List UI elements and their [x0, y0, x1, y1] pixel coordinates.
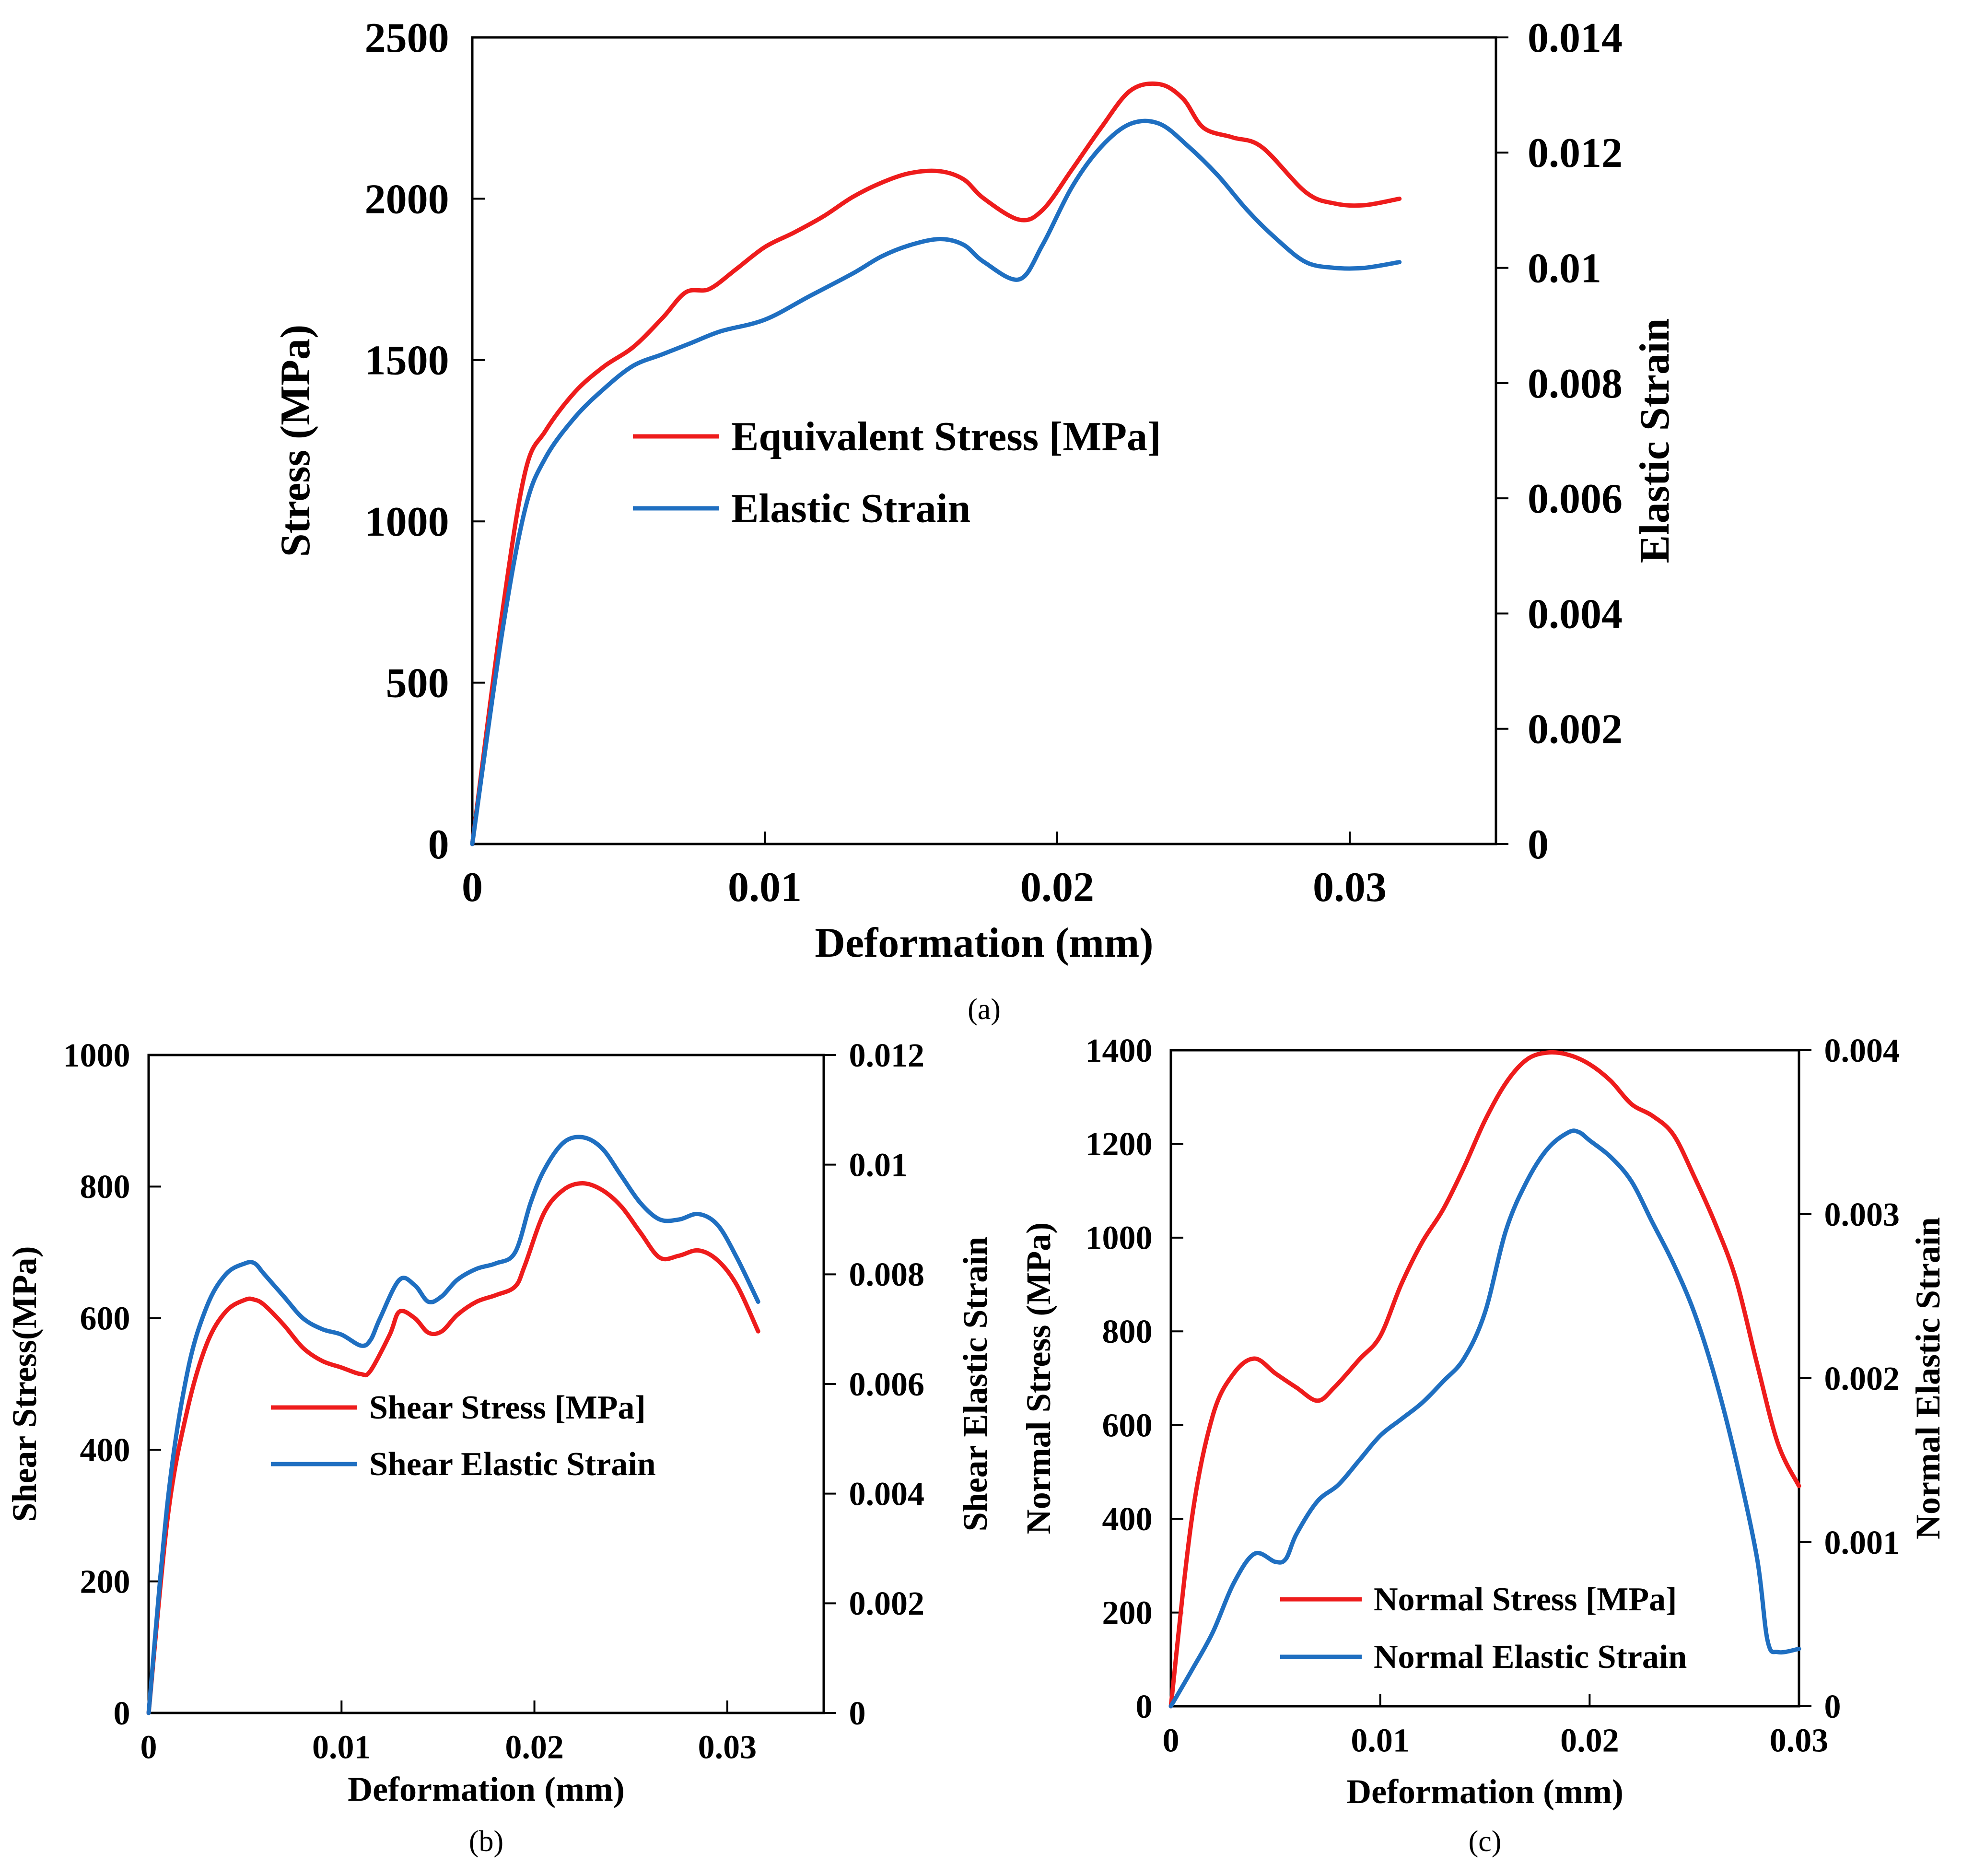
- x-tick-label: 0.01: [1351, 1723, 1410, 1759]
- y-tick-label: 2500: [365, 15, 449, 61]
- chart-panel-b: 0 0.01 0.02 0.03 0 200 400 600 800 1000 0 0.002 0.00…: [5, 1037, 994, 1858]
- y2-tick-label: 0: [1528, 821, 1549, 868]
- x-tick-label: 0.01: [312, 1729, 371, 1766]
- y2-axis-title: Normal Elastic Strain: [1909, 1217, 1947, 1539]
- y-tick-label: 600: [1102, 1407, 1153, 1444]
- y2-tick-label: 0.004: [1528, 591, 1623, 637]
- y-tick-label: 400: [80, 1432, 130, 1469]
- y2-tick-label: 0.008: [1528, 361, 1623, 407]
- legend-label: Normal Elastic Strain: [1374, 1639, 1687, 1676]
- plot-frame: [471, 36, 1497, 845]
- y-tick-label: 800: [80, 1169, 130, 1206]
- y2-tick-label: 0.012: [849, 1037, 925, 1074]
- x-tick-label: 0.03: [698, 1729, 757, 1766]
- legend-label: Normal Stress [MPa]: [1374, 1581, 1677, 1618]
- y2-tick-label: 0.001: [1824, 1524, 1900, 1561]
- x-tick-label: 0.01: [728, 864, 802, 911]
- x-tick-label: 0: [1163, 1723, 1180, 1759]
- y2-tick-label: 0.002: [849, 1585, 925, 1622]
- plot-frame: [147, 1054, 825, 1714]
- legend-label: Shear Stress [MPa]: [369, 1389, 646, 1426]
- y-tick-label: 1000: [365, 499, 449, 545]
- y2-tick-label: 0.006: [849, 1366, 925, 1403]
- series-line-shear-stress-mpa: [146, 1181, 760, 1715]
- x-tick-label: 0.02: [1020, 864, 1094, 911]
- y-tick-label: 400: [1102, 1501, 1153, 1538]
- x-tick-label: 0.02: [1560, 1723, 1619, 1759]
- y-tick-label: 1000: [1086, 1220, 1153, 1257]
- y-tick-label: 1400: [1086, 1032, 1153, 1069]
- y2-tick-label: 0.014: [1528, 15, 1623, 61]
- y-axis-title: Normal Stress (MPa): [1019, 1222, 1058, 1535]
- x-tick-label: 0.03: [1770, 1723, 1829, 1759]
- y-tick-label: 2000: [365, 176, 449, 223]
- legend-label: Shear Elastic Strain: [369, 1446, 656, 1483]
- y-axis-title: Stress (MPa): [272, 325, 319, 557]
- y-axis-title: Shear Stress(MPa): [5, 1246, 44, 1522]
- x-tick-label: 0.03: [1313, 864, 1387, 911]
- series-line-elastic-strain: [470, 118, 1402, 846]
- y-tick-label: 1200: [1086, 1126, 1153, 1163]
- y-tick-label: 200: [1102, 1595, 1153, 1631]
- legend: Equivalent Stress [MPa] Elastic Strain: [633, 413, 1161, 531]
- series-line-normal-stress-mpa: [1168, 1050, 1801, 1709]
- x-axis-title: Deformation (mm): [348, 1770, 625, 1808]
- y2-tick-label: 0.002: [1824, 1360, 1900, 1397]
- chart-panel-c: 0 0.01 0.02 0.03020040060080010001200140000…: [1019, 1032, 1947, 1858]
- panel-caption: (c): [1469, 1825, 1502, 1858]
- y-tick-label: 600: [80, 1301, 130, 1337]
- y2-tick-label: 0.01: [849, 1147, 908, 1184]
- y2-tick-label: 0.008: [849, 1256, 925, 1293]
- legend: Shear Stress [MPa] Shear Elastic Strain: [271, 1389, 656, 1483]
- series-line-shear-elastic-strain: [146, 1135, 760, 1715]
- y2-tick-label: 0.004: [849, 1476, 925, 1513]
- y2-tick-label: 0.002: [1528, 706, 1623, 753]
- y2-axis-title: Shear Elastic Strain: [956, 1237, 994, 1532]
- y2-tick-label: 0: [849, 1695, 866, 1732]
- y2-tick-label: 0.004: [1824, 1032, 1900, 1069]
- x-tick-label: 0.02: [505, 1729, 564, 1766]
- y-tick-label: 0: [114, 1695, 130, 1732]
- x-axis-title: Deformation (mm): [815, 920, 1153, 966]
- x-tick-label: 0: [140, 1729, 157, 1766]
- y-tick-label: 1500: [365, 338, 449, 384]
- y2-tick-label: 0.01: [1528, 245, 1601, 292]
- y-tick-label: 500: [386, 660, 449, 707]
- panel-caption: (a): [968, 993, 1001, 1026]
- series-line-equivalent-stress-mpa: [470, 81, 1402, 846]
- y-tick-label: 200: [80, 1563, 130, 1600]
- y2-axis-title: Elastic Strain: [1632, 318, 1678, 563]
- y-tick-label: 0: [428, 821, 449, 868]
- y-tick-label: 1000: [63, 1037, 130, 1074]
- x-axis-title: Deformation (mm): [1346, 1772, 1623, 1811]
- y2-tick-label: 0: [1824, 1688, 1841, 1725]
- y-tick-label: 800: [1102, 1313, 1153, 1350]
- panel-caption: (b): [469, 1825, 503, 1858]
- chart-panel-a: 0 0.01 0.02 0.03 0 500 1000 1500 2000 2500 0 0.002 0…: [272, 15, 1678, 1026]
- series-line-normal-elastic-strain: [1168, 1128, 1801, 1709]
- legend-label: Equivalent Stress [MPa]: [731, 413, 1161, 459]
- y2-tick-label: 0.006: [1528, 476, 1623, 522]
- y2-tick-label: 0.003: [1824, 1196, 1900, 1233]
- legend-label: Elastic Strain: [731, 485, 970, 531]
- x-tick-label: 0: [462, 864, 483, 911]
- y-tick-label: 0: [1136, 1688, 1153, 1725]
- y2-tick-label: 0.012: [1528, 130, 1623, 176]
- legend: Normal Stress [MPa] Normal Elastic Strain: [1280, 1581, 1687, 1676]
